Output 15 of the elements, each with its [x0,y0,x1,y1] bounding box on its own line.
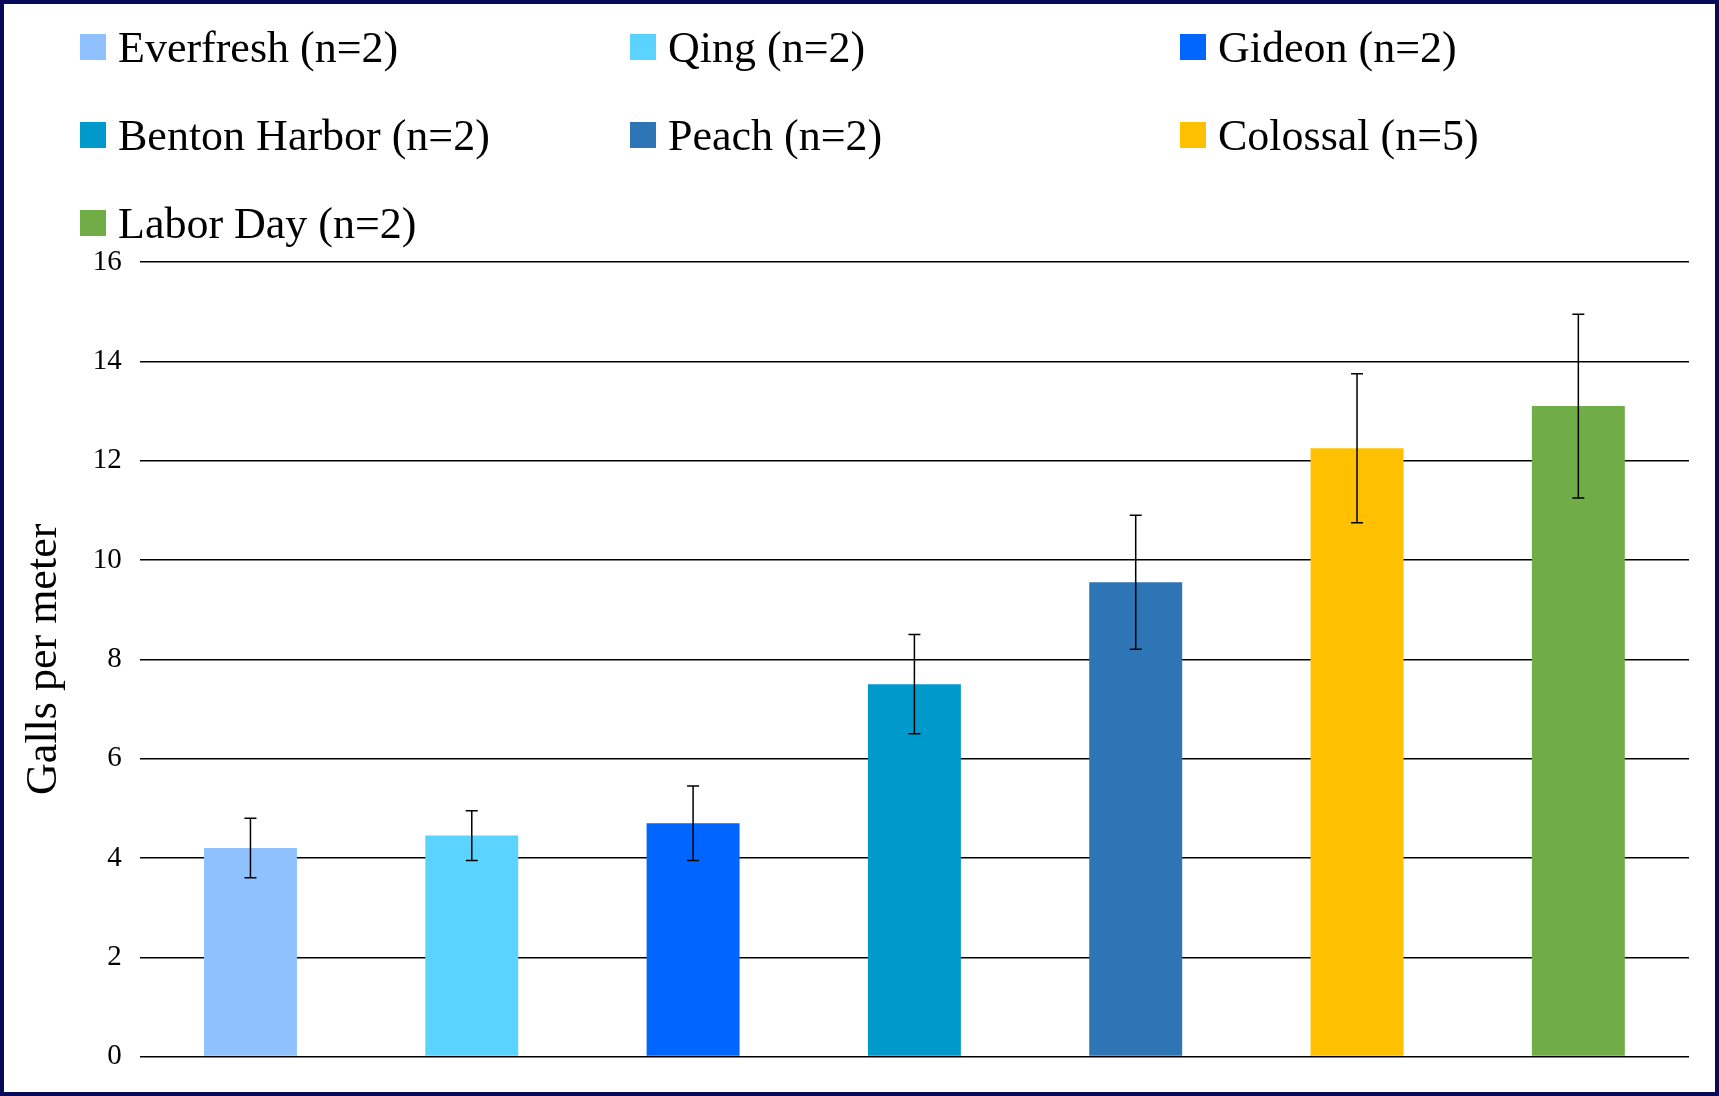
y-tick-label: 14 [92,342,123,375]
legend-label: Peach (n=2) [668,109,883,161]
y-tick-label: 4 [107,839,123,872]
y-tick-label: 2 [107,938,122,971]
legend-label: Benton Harbor (n=2) [118,109,490,161]
y-axis-title: Galls per meter [16,523,66,795]
y-tick-label: 10 [92,541,122,574]
y-tick-label: 0 [107,1038,122,1071]
y-tick-label: 12 [92,442,122,475]
y-tick-label: 8 [107,640,122,673]
legend-label: Gideon (n=2) [1218,21,1457,73]
legend-label: Qing (n=2) [668,21,866,73]
y-tick-label: 6 [107,740,122,773]
legend-label: Colossal (n=5) [1218,109,1479,161]
legend-label: Everfresh (n=2) [118,21,399,73]
